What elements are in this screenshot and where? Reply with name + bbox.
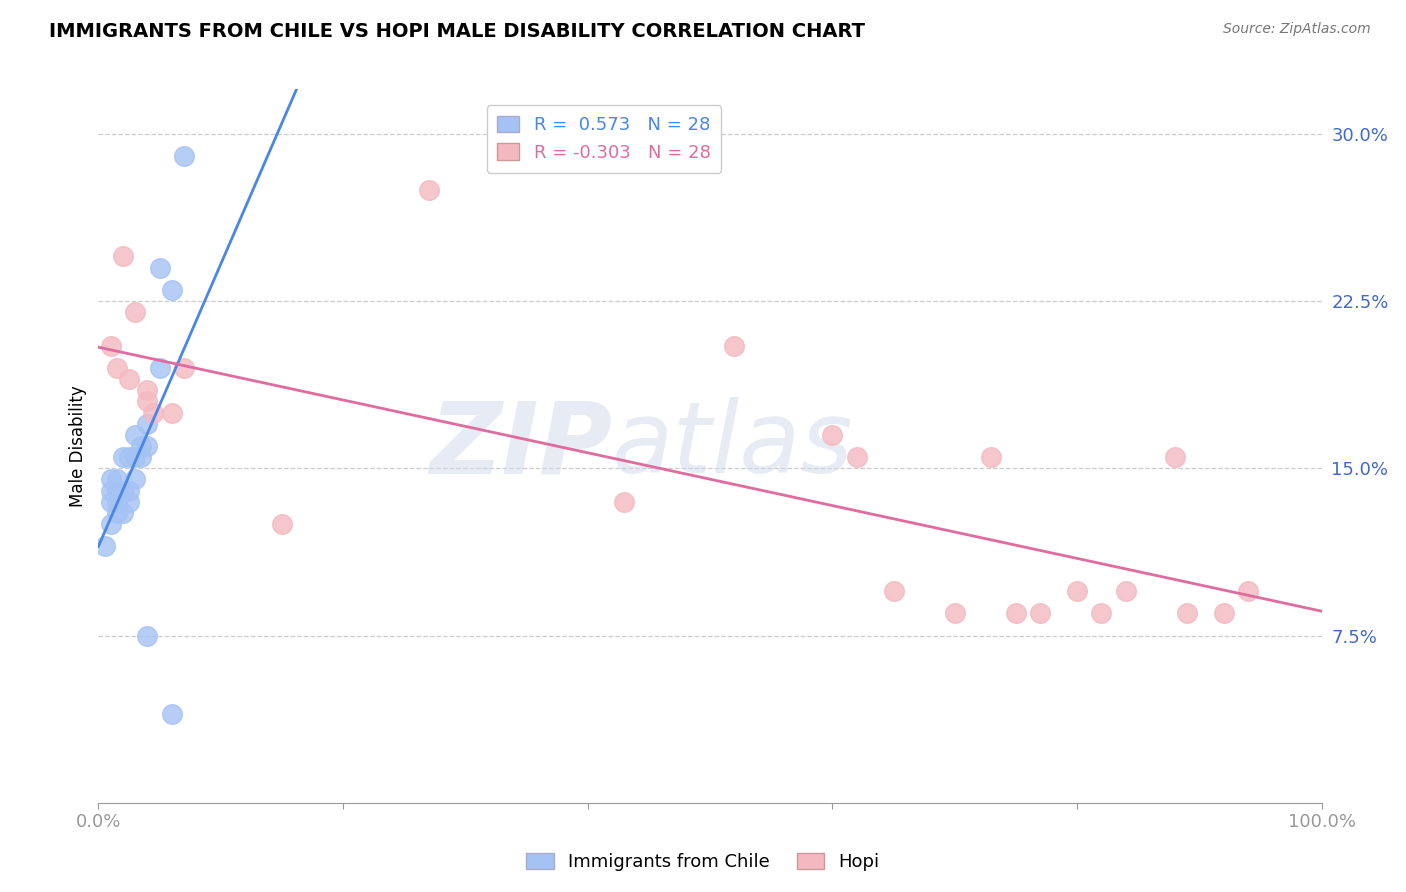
Point — [1029, 607, 1052, 621]
Point — [613, 494, 636, 508]
Point — [105, 360, 128, 375]
Point — [100, 483, 122, 498]
Text: Source: ZipAtlas.com: Source: ZipAtlas.com — [1223, 22, 1371, 37]
Point — [1004, 607, 1026, 621]
Point — [136, 394, 159, 409]
Point — [124, 473, 146, 487]
Point — [118, 450, 141, 464]
Point — [160, 283, 183, 297]
Point — [136, 417, 159, 431]
Point — [883, 583, 905, 598]
Point — [270, 516, 294, 531]
Point — [1090, 607, 1112, 621]
Point — [111, 483, 134, 498]
Point — [136, 384, 159, 398]
Point — [93, 539, 115, 553]
Point — [124, 450, 146, 464]
Y-axis label: Male Disability: Male Disability — [69, 385, 87, 507]
Point — [418, 182, 440, 196]
Point — [173, 149, 195, 163]
Point — [173, 360, 195, 375]
Point — [100, 494, 122, 508]
Point — [1164, 450, 1187, 464]
Point — [136, 439, 159, 453]
Point — [105, 473, 128, 487]
Point — [149, 360, 172, 375]
Point — [124, 427, 146, 442]
Point — [118, 483, 141, 498]
Point — [136, 628, 159, 642]
Point — [160, 405, 183, 419]
Point — [100, 338, 122, 352]
Point — [105, 506, 128, 520]
Point — [129, 450, 152, 464]
Point — [105, 483, 128, 498]
Text: IMMIGRANTS FROM CHILE VS HOPI MALE DISABILITY CORRELATION CHART: IMMIGRANTS FROM CHILE VS HOPI MALE DISAB… — [49, 22, 865, 41]
Point — [142, 405, 165, 419]
Point — [1237, 583, 1260, 598]
Legend: Immigrants from Chile, Hopi: Immigrants from Chile, Hopi — [519, 846, 887, 879]
Point — [1212, 607, 1234, 621]
Point — [100, 473, 122, 487]
Point — [821, 427, 844, 442]
Point — [124, 305, 146, 319]
Point — [100, 516, 122, 531]
Point — [723, 338, 745, 352]
Point — [111, 249, 134, 264]
Point — [111, 450, 134, 464]
Point — [129, 439, 152, 453]
Point — [980, 450, 1002, 464]
Text: ZIP: ZIP — [429, 398, 612, 494]
Text: atlas: atlas — [612, 398, 853, 494]
Point — [118, 372, 141, 386]
Point — [111, 506, 134, 520]
Point — [1066, 583, 1088, 598]
Legend: R =  0.573   N = 28, R = -0.303   N = 28: R = 0.573 N = 28, R = -0.303 N = 28 — [486, 105, 721, 172]
Point — [943, 607, 966, 621]
Point — [149, 260, 172, 275]
Point — [105, 494, 128, 508]
Point — [1115, 583, 1137, 598]
Point — [1175, 607, 1198, 621]
Point — [118, 494, 141, 508]
Point — [160, 706, 183, 721]
Point — [845, 450, 868, 464]
